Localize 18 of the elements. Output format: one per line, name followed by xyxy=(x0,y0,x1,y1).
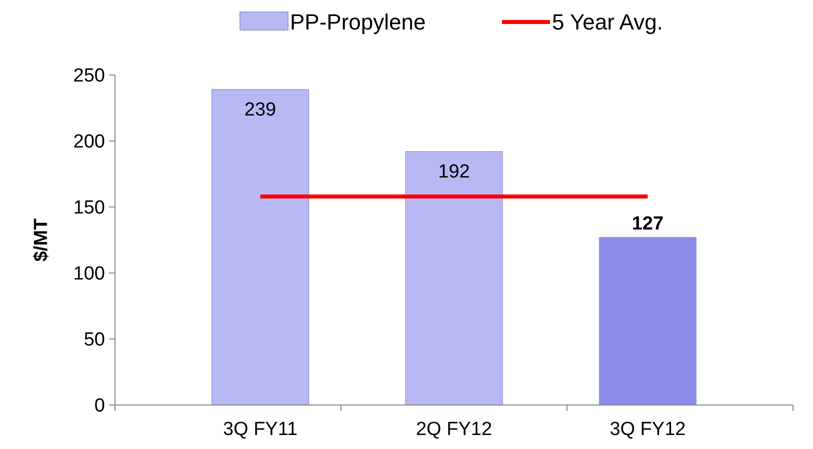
legend-label: 5 Year Avg. xyxy=(552,10,663,35)
y-tick-label: 0 xyxy=(94,396,105,417)
data-label: 239 xyxy=(244,100,276,121)
data-label: 127 xyxy=(632,213,664,234)
y-tick-label: 50 xyxy=(84,330,105,351)
x-tick-label: 3Q FY11 xyxy=(222,419,298,440)
y-tick-label: 250 xyxy=(73,66,105,87)
x-tick-label: 3Q FY12 xyxy=(610,419,686,440)
y-tick-label: 150 xyxy=(73,198,105,219)
x-tick-label: 2Q FY12 xyxy=(416,419,492,440)
y-axis-title: $/MT xyxy=(31,218,52,262)
bar xyxy=(211,89,310,406)
y-tick-label: 200 xyxy=(73,132,105,153)
y-tick-label: 100 xyxy=(73,264,105,285)
bar xyxy=(405,151,503,406)
data-label: 192 xyxy=(438,162,470,183)
bar xyxy=(598,236,697,406)
legend-label: PP-Propylene xyxy=(290,10,426,35)
